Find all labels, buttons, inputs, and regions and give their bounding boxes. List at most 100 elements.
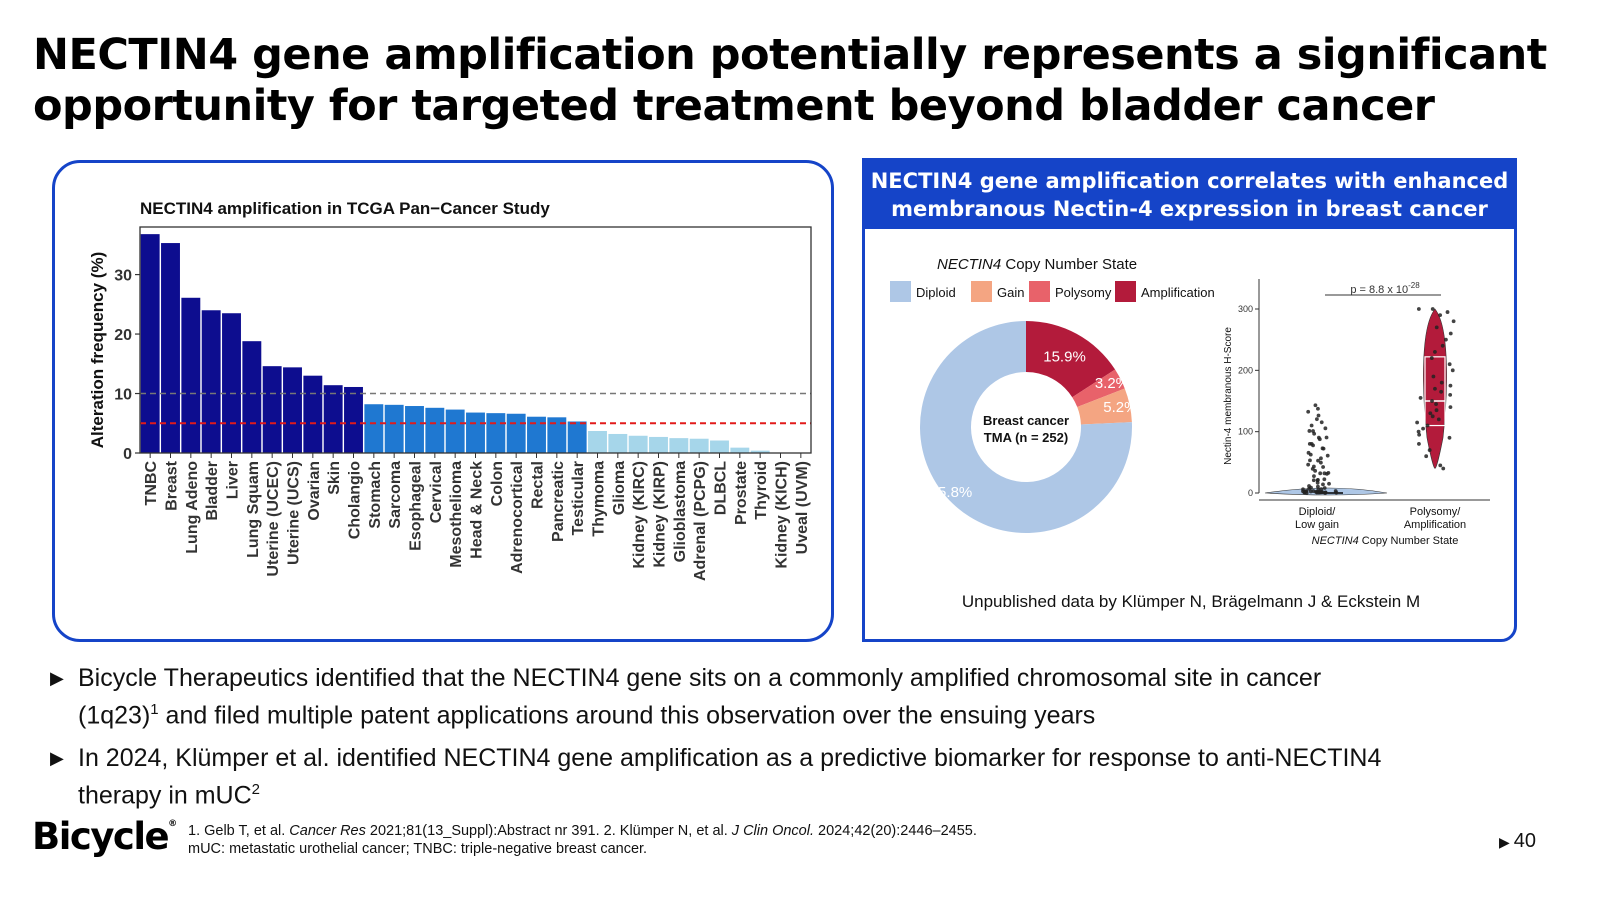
data-point-amplification: [1450, 368, 1455, 373]
bar-pancreatic: [547, 417, 567, 453]
bar-lung-adeno: [181, 297, 201, 453]
donut-slice-polysomy: [1072, 369, 1125, 408]
data-point-amplification: [1430, 414, 1435, 419]
legend-swatch-gain: [971, 281, 992, 302]
data-point-diploid: [1306, 450, 1311, 455]
bar-sarcoma: [384, 404, 404, 453]
data-point-diploid: [1318, 460, 1323, 465]
data-point-diploid: [1316, 406, 1320, 411]
x-tick-label: Thyroid: [753, 461, 770, 520]
x-tick-label: Prostate: [733, 461, 750, 525]
bullet-arrow-icon: ▶: [50, 668, 64, 688]
data-point-amplification: [1439, 389, 1444, 394]
footnote-journal: Cancer Res: [289, 823, 366, 839]
data-point-amplification: [1448, 331, 1453, 336]
legend-label-diploid: Diploid: [916, 285, 956, 300]
footnote-text: 2024;42(20):2446–2455.: [814, 823, 977, 839]
x-tick-label: Uterine (UCEC): [265, 461, 282, 577]
violin-x-axis-label: NECTIN4 Copy Number State: [1312, 535, 1459, 547]
bar-esophageal: [405, 406, 424, 453]
x-tick-label: Ovarian: [306, 461, 323, 521]
data-point-amplification: [1416, 429, 1421, 434]
bar-kidney-kirc-: [628, 435, 648, 453]
data-point-diploid: [1316, 435, 1321, 440]
data-point-amplification: [1427, 448, 1432, 452]
x-tick-label: Kidney (KICH): [774, 461, 791, 569]
data-point-amplification: [1428, 411, 1433, 416]
data-point-amplification: [1447, 435, 1452, 440]
data-point-diploid: [1308, 458, 1312, 463]
x-tick-label: Lung Adeno: [184, 461, 201, 554]
x-tick-label: Rectal: [530, 461, 547, 509]
x-tick-label: Adrenocortical: [509, 461, 526, 574]
page-number-text: 40: [1513, 830, 1536, 852]
bar-chart-title: NECTIN4 amplification in TCGA Pan−Cancer…: [140, 199, 550, 218]
donut-slice-amplification: [1026, 321, 1116, 398]
data-point-amplification: [1451, 319, 1456, 324]
data-point-amplification: [1421, 426, 1425, 431]
bar-bladder: [201, 310, 221, 453]
legend-swatch-diploid: [890, 281, 911, 302]
x-tick-label: Breast: [164, 460, 181, 510]
bullet-text: and filed multiple patent applications a…: [158, 701, 1096, 730]
data-point-amplification: [1439, 380, 1444, 385]
data-point-diploid: [1311, 478, 1316, 483]
data-point-diploid: [1321, 482, 1325, 487]
x-tick-label: Skin: [326, 461, 343, 495]
footnotes: 1. Gelb T, et al. Cancer Res 2021;81(13_…: [188, 822, 1388, 858]
x-tick-label: Lung Squam: [245, 461, 262, 558]
footnote-ref: 1: [150, 701, 159, 718]
group-label-diploid: Low gain: [1295, 519, 1339, 531]
bar-cholangio: [344, 386, 363, 453]
page-arrow-icon: ▶: [1498, 834, 1510, 850]
bar-lung-squam: [242, 341, 262, 453]
x-tick-label: TNBC: [143, 461, 160, 506]
donut-label-diploid: 75.8%: [930, 484, 973, 501]
copy-number-figures: NECTIN4 Copy Number State Diploid Gain Poly…: [890, 256, 1490, 611]
x-tick-label: Pancreatic: [550, 461, 567, 542]
bar-head-neck: [466, 412, 485, 453]
data-point-amplification: [1445, 310, 1450, 314]
data-point-diploid: [1327, 481, 1331, 486]
data-point-amplification: [1425, 423, 1430, 428]
bar-colon: [486, 413, 506, 453]
data-point-amplification: [1430, 307, 1435, 311]
data-point-diploid: [1309, 423, 1314, 428]
data-point-diploid: [1318, 490, 1323, 495]
data-point-diploid: [1311, 429, 1315, 433]
boxplot-amplification: [1424, 356, 1446, 427]
legend-label-amplification: Amplification: [1141, 285, 1215, 300]
bullet-item: ▶ Bicycle Therapeutics identified that t…: [50, 662, 1530, 731]
bar-chart: NECTIN4 amplification in TCGA Pan−Cancer…: [88, 199, 812, 581]
bullet-item: ▶ In 2024, Klümper et al. identified NEC…: [50, 742, 1530, 811]
data-point-diploid: [1316, 484, 1320, 489]
group-label-diploid: Diploid/: [1299, 506, 1337, 518]
bar-stomach: [364, 404, 384, 453]
violin-y-tick-label: 200: [1238, 365, 1253, 375]
bar-cervical: [425, 407, 445, 453]
data-point-amplification: [1424, 454, 1429, 459]
bar-liver: [222, 313, 241, 453]
right-panel-header: NECTIN4 gene amplification correlates wi…: [865, 161, 1514, 229]
donut-label-amplification: 15.9%: [1043, 348, 1086, 365]
right-panel-header-line2: membranous Nectin-4 expression in breast…: [891, 197, 1488, 221]
data-point-diploid: [1312, 474, 1316, 479]
data-point-amplification: [1438, 313, 1443, 318]
x-tick-label: Thymoma: [591, 461, 608, 537]
donut-slice-diploid: [920, 321, 1132, 533]
bullet-text: therapy in mUC: [78, 781, 252, 810]
group-label-amplification: Polysomy/: [1410, 506, 1462, 518]
bar-adrenal-pcpg-: [689, 438, 709, 453]
data-point-diploid: [1306, 462, 1311, 467]
x-tick-label: Kidney (KIRC): [631, 461, 648, 569]
x-tick-label: Adrenal (PCPG): [692, 461, 709, 581]
data-point-diploid: [1301, 487, 1305, 492]
bar-chart-panel: NECTIN4 amplification in TCGA Pan−Cancer…: [52, 160, 834, 642]
donut-slice-gain: [1077, 388, 1132, 425]
bar-ovarian: [303, 375, 323, 453]
data-source-note: Unpublished data by Klümper N, Brägelman…: [962, 592, 1420, 611]
bar-testicular: [567, 421, 587, 453]
violin-y-tick-label: 100: [1238, 427, 1253, 437]
data-point-amplification: [1434, 402, 1438, 406]
footnote-text: 1. Gelb T, et al.: [188, 823, 290, 839]
